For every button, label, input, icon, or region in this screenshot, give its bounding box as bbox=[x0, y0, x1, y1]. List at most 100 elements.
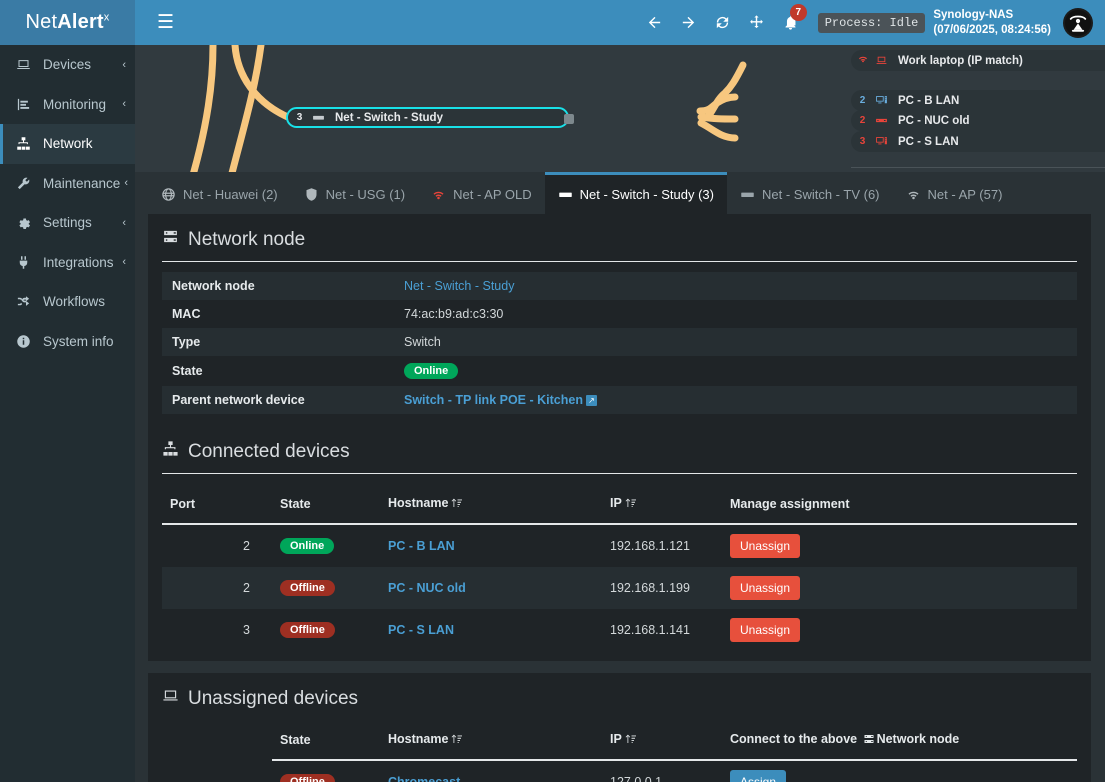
sidebar-item-maintenance[interactable]: Maintenance ‹ bbox=[0, 164, 135, 204]
gear-icon bbox=[16, 215, 35, 230]
unassigned-devices-table: State Hostname IP Connect to the above bbox=[162, 720, 1077, 782]
table-row: State Online bbox=[162, 356, 1077, 386]
tab-net-ap-old[interactable]: Net - AP OLD bbox=[418, 174, 545, 214]
device-link[interactable]: PC - S LAN bbox=[388, 623, 454, 637]
external-link-icon[interactable]: ↗ bbox=[585, 395, 597, 406]
cell-port: 3 bbox=[243, 623, 250, 637]
sidebar-item-workflows[interactable]: Workflows bbox=[0, 282, 135, 322]
cell-action: Unassign bbox=[722, 567, 1077, 609]
network-topology-map[interactable]: 3 Net - Switch - Study Work laptop (IP m… bbox=[135, 45, 1105, 172]
status-badge: Offline bbox=[280, 622, 335, 638]
sidebar-toggle-icon[interactable]: ☰ bbox=[157, 12, 175, 33]
tab-net-switch-study[interactable]: Net - Switch - Study (3) bbox=[544, 172, 727, 214]
notifications-bell-icon[interactable]: 7 bbox=[774, 0, 808, 45]
table-row: MAC 74:ac:b9:ad:c3:30 bbox=[162, 300, 1077, 328]
wifi-icon bbox=[431, 187, 446, 202]
sidebar-item-settings[interactable]: Settings ‹ bbox=[0, 203, 135, 243]
tab-net-ap[interactable]: Net - AP (57) bbox=[893, 174, 1016, 214]
map-node-name: PC - S LAN bbox=[898, 135, 959, 148]
tab-net-switch-tv[interactable]: Net - Switch - TV (6) bbox=[727, 174, 893, 214]
col-hostname[interactable]: Hostname bbox=[380, 484, 602, 525]
parent-device-link[interactable]: Switch - TP link POE - Kitchen bbox=[404, 393, 583, 407]
col-port[interactable]: Port bbox=[162, 484, 272, 525]
unassign-button[interactable]: Unassign bbox=[730, 534, 801, 558]
avatar[interactable] bbox=[1063, 7, 1093, 38]
sidebar-item-network[interactable]: Network bbox=[0, 124, 135, 164]
sidebar-item-integrations[interactable]: Integrations ‹ bbox=[0, 243, 135, 283]
device-link[interactable]: Chromecast bbox=[388, 775, 461, 782]
col-hostname[interactable]: Hostname bbox=[380, 720, 602, 761]
assign-button[interactable]: Assign bbox=[730, 770, 787, 782]
col-ip[interactable]: IP bbox=[602, 484, 722, 525]
network-node-tabs: Net - Huawei (2) Net - USG (1) Net - AP … bbox=[135, 172, 1105, 214]
map-node-pc-s-lan[interactable]: 3 PC - S LAN bbox=[851, 131, 1105, 152]
cell-hostname: PC - B LAN bbox=[380, 524, 602, 567]
app-logo[interactable]: NetAlertx bbox=[0, 0, 135, 45]
map-node-port: 2 bbox=[859, 115, 866, 126]
cell-hostname: PC - NUC old bbox=[380, 567, 602, 609]
move-expand-icon[interactable] bbox=[740, 0, 774, 45]
col-connect-suffix: Network node bbox=[876, 732, 960, 746]
top-header: NetAlertx ☰ 7 Process: Idle Synology-NAS bbox=[0, 0, 1105, 45]
col-ip[interactable]: IP bbox=[602, 720, 722, 761]
sidebar-item-devices[interactable]: Devices ‹ bbox=[0, 45, 135, 85]
map-node-selected[interactable]: 3 Net - Switch - Study bbox=[286, 107, 574, 128]
map-node-name: PC - NUC old bbox=[898, 114, 970, 127]
sort-asc-icon[interactable] bbox=[451, 497, 463, 512]
row-value: Switch bbox=[394, 328, 1077, 356]
cell-action: Unassign bbox=[722, 524, 1077, 567]
table-row: Network node Net - Switch - Study bbox=[162, 272, 1077, 300]
cell-hostname: PC - S LAN bbox=[380, 609, 602, 651]
map-node-name: Net - Switch - Study bbox=[335, 111, 443, 124]
map-node-work-laptop[interactable]: Work laptop (IP match) bbox=[851, 50, 1105, 71]
tab-net-huawei[interactable]: Net - Huawei (2) bbox=[148, 174, 291, 214]
map-node-name: Work laptop (IP match) bbox=[898, 54, 1023, 67]
plug-icon bbox=[16, 255, 35, 270]
laptop-icon bbox=[162, 687, 179, 710]
sort-asc-icon[interactable] bbox=[625, 497, 637, 512]
topology-links bbox=[190, 45, 747, 172]
back-arrow-icon[interactable] bbox=[638, 0, 672, 45]
network-node-info-table: Network node Net - Switch - Study MAC 74… bbox=[162, 272, 1077, 414]
sidebar-item-system-info[interactable]: System info bbox=[0, 322, 135, 362]
tab-label: Net - AP (57) bbox=[927, 186, 1003, 202]
laptop-icon bbox=[870, 54, 892, 67]
col-state[interactable]: State bbox=[272, 484, 380, 525]
refresh-icon[interactable] bbox=[706, 0, 740, 45]
device-link[interactable]: PC - NUC old bbox=[388, 581, 466, 595]
map-node-pc-b-lan[interactable]: 2 PC - B LAN bbox=[851, 90, 1105, 111]
sidebar-item-monitoring[interactable]: Monitoring ‹ bbox=[0, 85, 135, 125]
info-circle-icon bbox=[16, 334, 35, 349]
sidebar-item-settings-label: Settings bbox=[43, 215, 92, 231]
panel-divider bbox=[162, 261, 1077, 262]
table-row: 3 Offline PC - S LAN 192.168.1.141 Unass… bbox=[162, 609, 1077, 651]
col-ip-label: IP bbox=[610, 496, 622, 510]
host-info: Synology-NAS (07/06/2025, 08:24:56) bbox=[933, 8, 1051, 38]
device-link[interactable]: PC - B LAN bbox=[388, 539, 455, 553]
tab-label: Net - Switch - Study (3) bbox=[579, 187, 714, 202]
map-node-wifi-icon bbox=[855, 53, 870, 68]
row-key: State bbox=[172, 364, 203, 378]
network-node-link[interactable]: Net - Switch - Study bbox=[404, 279, 515, 293]
unassign-button[interactable]: Unassign bbox=[730, 576, 801, 600]
laptop-icon bbox=[16, 57, 35, 72]
cell-ip: 192.168.1.199 bbox=[602, 567, 722, 609]
server-icon bbox=[870, 114, 892, 127]
server-icon bbox=[863, 733, 875, 748]
cell-action: Unassign bbox=[722, 609, 1077, 651]
sort-asc-icon[interactable] bbox=[625, 733, 637, 748]
map-node-pc-nuc-old[interactable]: 2 PC - NUC old bbox=[851, 110, 1105, 131]
forward-arrow-icon[interactable] bbox=[672, 0, 706, 45]
cell-action: Assign bbox=[722, 760, 1077, 782]
cell-port: 2 bbox=[243, 539, 250, 553]
notification-count-badge: 7 bbox=[789, 4, 807, 21]
row-value: 74:ac:b9:ad:c3:30 bbox=[404, 307, 504, 321]
unassign-button[interactable]: Unassign bbox=[730, 618, 801, 642]
sort-asc-icon[interactable] bbox=[451, 733, 463, 748]
host-name: Synology-NAS bbox=[933, 8, 1014, 21]
table-row: Type Switch bbox=[162, 328, 1077, 356]
col-state[interactable]: State bbox=[272, 720, 380, 761]
status-badge: Offline bbox=[280, 774, 335, 782]
wifi-icon bbox=[906, 187, 921, 202]
tab-net-usg[interactable]: Net - USG (1) bbox=[291, 174, 418, 214]
